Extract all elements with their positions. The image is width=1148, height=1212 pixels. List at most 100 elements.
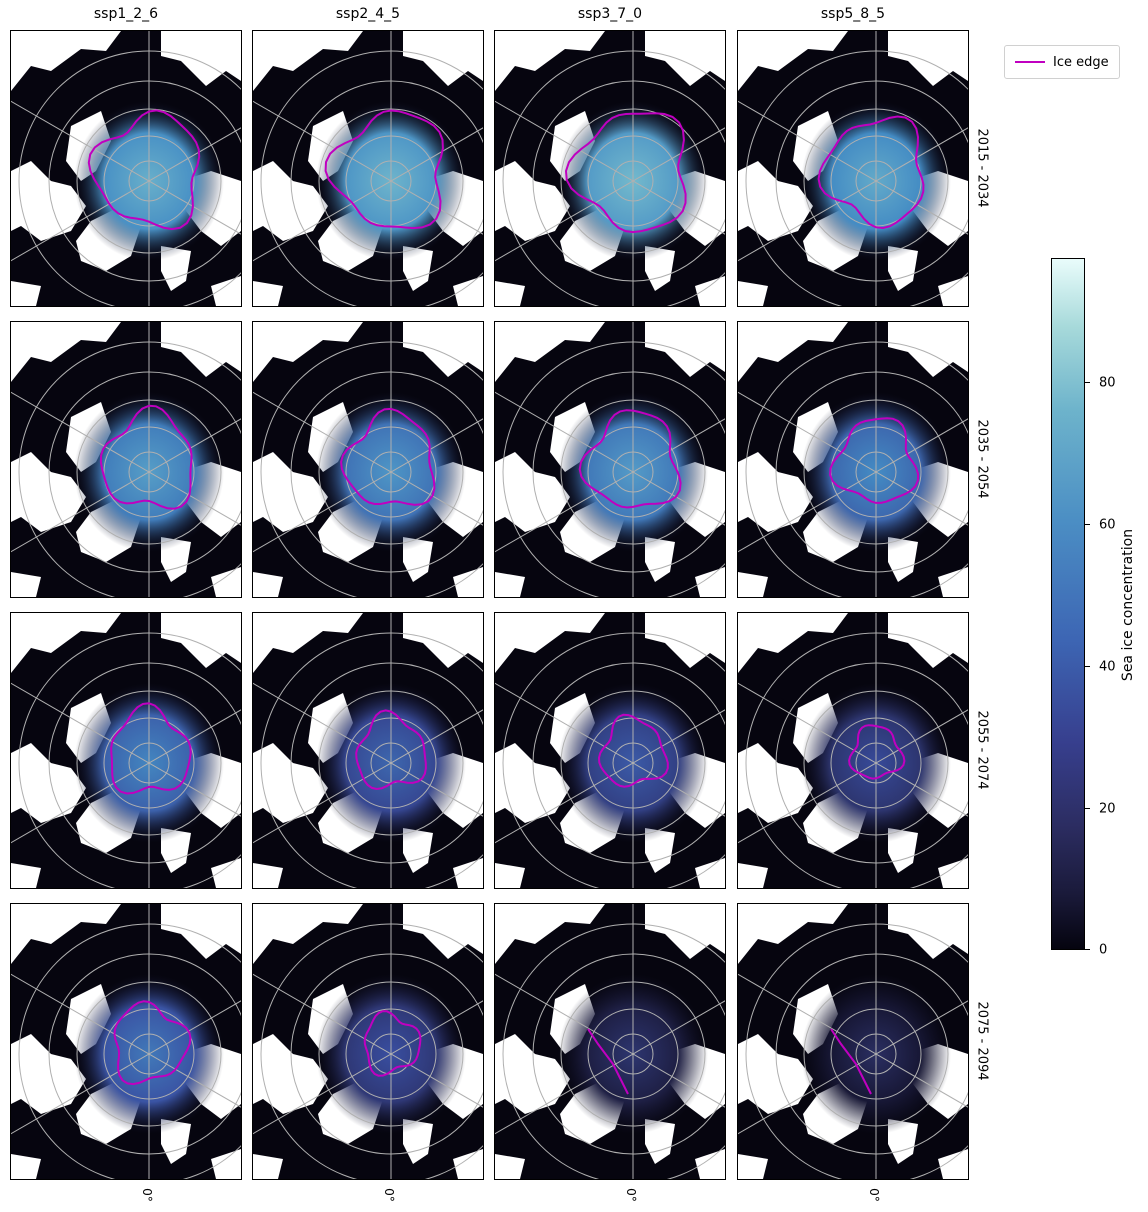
colorbar-tick-80: 80: [1099, 375, 1116, 391]
longitude-tick-col-4: 0°: [866, 1188, 881, 1202]
map-panel-r1-c3: [494, 30, 726, 307]
polar-map: [11, 31, 241, 306]
land-mass: [253, 904, 363, 964]
land-mass: [11, 1154, 41, 1179]
colorbar-tick-mark: [1084, 808, 1090, 809]
map-panel-r4-c3: [494, 903, 726, 1180]
land-mass: [495, 281, 525, 306]
legend-label: Ice edge: [1053, 54, 1109, 70]
ice-edge-contour: [587, 1028, 629, 1095]
land-mass: [11, 572, 41, 597]
polar-map: [495, 904, 725, 1179]
colorbar-title: Sea ice concentration: [1120, 528, 1136, 682]
land-mass: [253, 743, 328, 823]
map-panel-r1-c1: [10, 30, 242, 307]
ice-edge-contour: [110, 702, 192, 795]
longitude-tick-col-1: 0°: [139, 1188, 154, 1202]
map-panel-r4-c2: [252, 903, 484, 1180]
ice-edge-contour: [355, 709, 427, 791]
ice-edge-contour: [363, 1010, 422, 1077]
land-mass: [253, 1154, 283, 1179]
map-panel-r3-c4: [737, 612, 969, 889]
land-mass: [695, 567, 725, 597]
row-label-period-4: 2075 - 2094: [974, 1001, 990, 1081]
land-mass: [695, 1149, 725, 1179]
ice-edge-contour: [324, 109, 444, 230]
colorbar-tick-mark: [1084, 382, 1090, 383]
ice-edge-line-swatch: [1015, 61, 1045, 63]
land-mass: [11, 743, 86, 823]
land-mass: [938, 276, 968, 306]
land-mass: [938, 567, 968, 597]
ice-edge-contour: [113, 1000, 192, 1086]
land-mass: [738, 1034, 813, 1114]
polar-map: [253, 904, 483, 1179]
land-mass: [11, 281, 41, 306]
ice-edge-contour: [99, 404, 193, 510]
land-mass: [495, 322, 605, 382]
row-label-period-1: 2015 - 2034: [974, 128, 990, 208]
ice-edge-contour: [340, 407, 436, 506]
land-mass: [738, 161, 813, 241]
ice-edge-contour: [578, 409, 682, 509]
map-panel-r2-c1: [10, 321, 242, 598]
map-panel-r2-c2: [252, 321, 484, 598]
row-label-period-3: 2055 - 2074: [974, 710, 990, 790]
land-mass: [453, 276, 483, 306]
polar-map: [253, 613, 483, 888]
ice-edge-contour: [830, 1028, 872, 1095]
ice-edge-contour: [564, 112, 687, 234]
polar-map: [738, 322, 968, 597]
map-panel-r3-c2: [252, 612, 484, 889]
land-mass: [495, 31, 605, 91]
colorbar-tick-60: 60: [1099, 517, 1116, 533]
colorbar-tick-20: 20: [1099, 801, 1116, 817]
meridian-line: [738, 127, 968, 262]
column-title-ssp3: ssp3_7_0: [577, 6, 643, 22]
column-title-ssp5: ssp5_8_5: [820, 6, 886, 22]
land-mass: [938, 1149, 968, 1179]
land-mass: [738, 904, 848, 964]
ice-edge-contour: [829, 417, 920, 504]
ice-edge-contour: [848, 724, 906, 780]
meridian-line: [738, 709, 968, 844]
ice-edge-contour: [597, 713, 669, 788]
land-mass: [253, 572, 283, 597]
ice-edge-contour: [87, 109, 201, 231]
land-mass: [495, 904, 605, 964]
meridian-line: [11, 1000, 241, 1135]
meridian-line: [253, 1000, 483, 1135]
polar-map: [495, 31, 725, 306]
land-mass: [495, 452, 570, 532]
land-mass: [253, 161, 328, 241]
land-mass: [11, 904, 121, 964]
colorbar-tick-mark: [1084, 949, 1090, 950]
land-mass: [738, 31, 848, 91]
land-mass: [253, 31, 363, 91]
map-panel-r3-c3: [494, 612, 726, 889]
meridian-line: [738, 1000, 968, 1135]
polar-map: [253, 322, 483, 597]
land-mass: [495, 1154, 525, 1179]
ice-edge-contour: [817, 115, 925, 230]
land-mass: [11, 322, 121, 382]
land-mass: [738, 1154, 768, 1179]
land-mass: [253, 613, 363, 673]
land-mass: [11, 31, 121, 91]
land-mass: [738, 452, 813, 532]
land-mass: [453, 1149, 483, 1179]
polar-map: [495, 322, 725, 597]
colorbar: [1051, 258, 1085, 950]
land-mass: [738, 743, 813, 823]
land-mass: [11, 863, 41, 888]
polar-map: [738, 31, 968, 306]
land-mass: [253, 322, 363, 382]
map-panel-r1-c4: [737, 30, 969, 307]
polar-map: [11, 322, 241, 597]
land-mass: [495, 613, 605, 673]
land-mass: [738, 281, 768, 306]
polar-map: [738, 613, 968, 888]
land-mass: [495, 161, 570, 241]
land-mass: [453, 858, 483, 888]
land-mass: [211, 1149, 241, 1179]
